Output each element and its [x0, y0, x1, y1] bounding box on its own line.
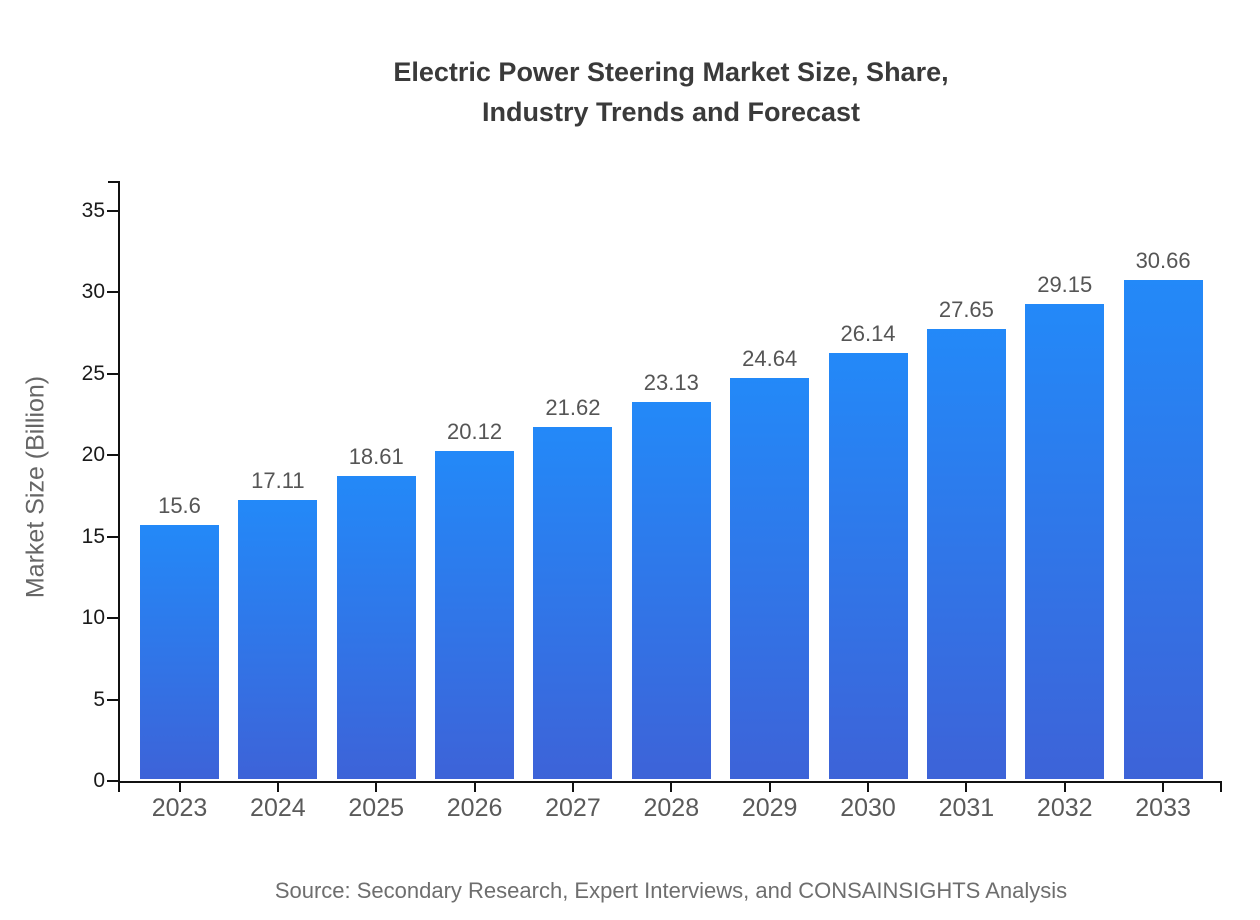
bar-2029	[730, 377, 810, 779]
bar-value-label-2031: 27.65	[938, 296, 994, 322]
bar-value-label-2025: 18.61	[348, 443, 404, 469]
y-tick-label-20: 20	[81, 443, 105, 467]
bar-2027	[533, 426, 613, 779]
bar-value-label-2029: 24.64	[742, 345, 798, 371]
x-tick-label-2028: 2028	[643, 794, 700, 822]
x-tick-2033	[1162, 783, 1165, 792]
x-tick-label-2032: 2032	[1036, 794, 1093, 822]
bar-2032	[1025, 304, 1105, 779]
y-tick-35	[107, 210, 118, 212]
y-axis-title: Market Size (Billion)	[21, 375, 50, 599]
y-tick-0	[107, 780, 118, 782]
bar-2026	[435, 451, 515, 779]
bar-2025	[336, 475, 416, 779]
bar-value-label-2027: 21.62	[545, 394, 601, 420]
y-tick-30	[107, 291, 118, 294]
x-tick-label-2026: 2026	[446, 794, 503, 822]
x-tick-2025	[375, 783, 378, 792]
bar-2031	[926, 328, 1006, 779]
chart-title-line2: Industry Trends and Forecast	[481, 97, 861, 127]
y-tick-label-5: 5	[93, 687, 105, 711]
x-tick-2032	[1063, 783, 1066, 792]
y-tick-label-15: 15	[81, 524, 105, 548]
bar-value-label-2032: 29.15	[1037, 272, 1093, 298]
x-tick-2028	[670, 783, 673, 792]
x-axis-left-cap	[118, 783, 120, 792]
y-tick-label-25: 25	[81, 361, 105, 385]
bar-2030	[828, 353, 908, 779]
x-axis-right-cap	[1220, 783, 1222, 792]
bar-value-label-2028: 23.13	[643, 370, 699, 396]
bar-2024	[238, 500, 318, 779]
x-tick-label-2025: 2025	[348, 794, 405, 822]
x-tick-label-2023: 2023	[151, 794, 208, 822]
y-axis-top-cap	[108, 181, 118, 183]
bar-value-label-2026: 20.12	[447, 419, 503, 445]
bar-value-label-2033: 30.66	[1135, 247, 1191, 273]
bar-value-label-2024: 17.11	[251, 468, 305, 494]
x-tick-label-2030: 2030	[840, 794, 896, 822]
x-tick-2031	[965, 783, 968, 792]
y-tick-15	[107, 535, 118, 538]
plot-area: 0 5 10 15 20 25 30 35 15.6 2023 17.11 2024 18.61 202…	[82, 181, 1222, 822]
x-tick-label-2027: 2027	[545, 794, 601, 822]
x-tick-2029	[768, 783, 771, 792]
bar-value-label-2023: 15.6	[158, 492, 201, 518]
chart-title-line1: Electric Power Steering Market Size, Sha…	[393, 57, 949, 87]
bar-2023	[140, 524, 219, 779]
x-axis-line	[118, 781, 1222, 783]
bar-2028	[631, 402, 711, 779]
x-tick-label-2031: 2031	[938, 794, 995, 822]
y-axis-line	[118, 181, 120, 783]
x-tick-label-2029: 2029	[741, 794, 798, 822]
x-tick-2027	[571, 783, 574, 792]
y-tick-label-10: 10	[81, 606, 105, 630]
x-tick-2030	[867, 783, 870, 792]
y-tick-label-0: 0	[93, 769, 105, 792]
y-tick-20	[107, 454, 118, 457]
y-tick-5	[107, 698, 118, 701]
chart-title: Electric Power Steering Market Size, Sha…	[120, 52, 1222, 132]
x-tick-2024	[276, 783, 279, 792]
x-tick-2026	[473, 783, 476, 792]
source-note: Source: Secondary Research, Expert Inter…	[274, 878, 1068, 903]
y-tick-label-30: 30	[81, 280, 105, 304]
bar-2033	[1123, 279, 1203, 779]
y-tick-label-35: 35	[81, 199, 105, 222]
y-tick-10	[107, 617, 118, 620]
x-tick-label-2033: 2033	[1135, 794, 1191, 822]
y-tick-25	[107, 372, 118, 375]
x-tick-label-2024: 2024	[250, 794, 306, 822]
bar-value-label-2030: 26.14	[840, 321, 896, 347]
x-tick-2023	[178, 783, 181, 792]
